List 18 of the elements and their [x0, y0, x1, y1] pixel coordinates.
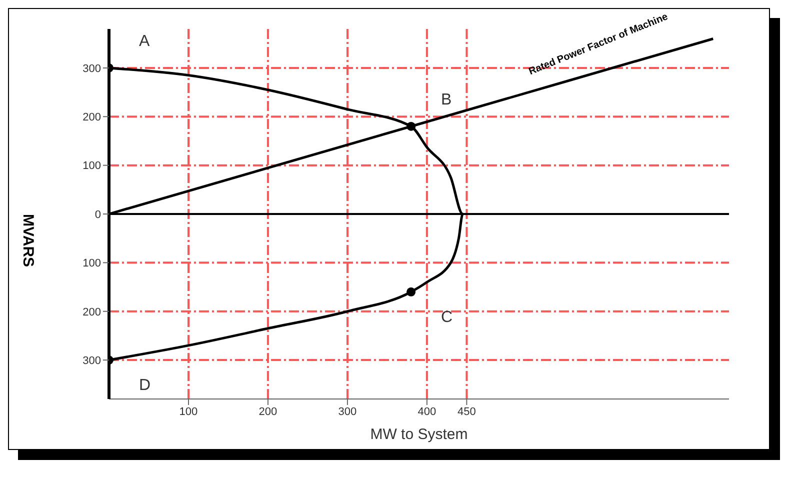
- y-tick-label: 100: [82, 160, 101, 172]
- annotation: A: [139, 32, 150, 50]
- y-tick-label: 100: [82, 258, 101, 270]
- x-tick-label: 400: [418, 406, 436, 418]
- annotation: B: [441, 91, 452, 108]
- y-tick-label: 0: [94, 208, 101, 221]
- x-tick-label: 200: [258, 406, 278, 418]
- x-tick-label: 300: [338, 406, 357, 418]
- x-tick-label: 100: [179, 406, 198, 418]
- x-tick-label: 450: [458, 406, 476, 418]
- annotation: C: [441, 308, 453, 326]
- x-axis-title: MW to System: [370, 426, 468, 443]
- y-tick-label: 200: [82, 306, 101, 318]
- y-tick-label: 200: [82, 112, 101, 124]
- y-tick-label: 300: [82, 354, 101, 367]
- annotation: D: [139, 377, 151, 394]
- y-tick-label: 300: [82, 62, 101, 75]
- y-axis-title: MVARS: [20, 214, 37, 268]
